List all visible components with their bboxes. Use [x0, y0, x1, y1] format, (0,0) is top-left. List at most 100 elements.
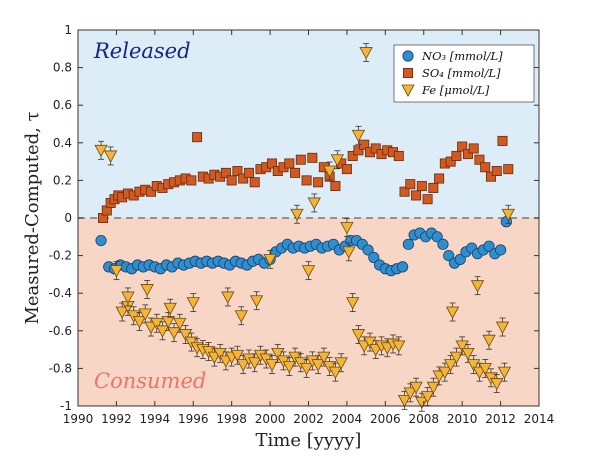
fe-point	[340, 221, 354, 235]
so4-point	[290, 167, 301, 178]
fe-point	[330, 154, 344, 167]
fe-point	[403, 387, 417, 400]
so4-point	[497, 135, 508, 146]
no3-point	[454, 253, 466, 265]
so4-point	[370, 143, 381, 154]
x-tick-label: 2000	[255, 412, 286, 426]
so4-point	[145, 186, 156, 197]
fe-point	[307, 197, 321, 210]
so4-point	[238, 173, 249, 184]
so4-point	[267, 158, 278, 169]
x-tick-label: 1994	[140, 412, 171, 426]
y-tick-label: 1	[64, 23, 72, 37]
fe-point	[397, 394, 412, 408]
y-axis-label: Measured-Computed, τ	[22, 111, 43, 324]
so4-point	[428, 182, 439, 193]
so4-point	[416, 181, 427, 192]
so4-point	[243, 167, 254, 178]
no3-point	[500, 216, 512, 228]
so4-point	[468, 143, 479, 154]
x-tick-label: 2002	[293, 412, 324, 426]
x-tick-label: 2006	[370, 412, 401, 426]
fe-point	[150, 317, 164, 331]
no3-point	[362, 244, 374, 256]
so4-point	[220, 167, 231, 178]
so4-point	[307, 152, 318, 163]
fe-point	[271, 347, 285, 361]
so4-point	[503, 164, 514, 175]
legend-entry: Fe [μmol/L]	[421, 83, 490, 97]
x-tick-label: 2014	[524, 412, 555, 426]
legend-fe-marker	[401, 84, 415, 97]
so4-point	[491, 165, 502, 176]
consumed-label: Consumed	[94, 369, 206, 393]
y-tick-label: 0	[64, 211, 72, 225]
fe-point	[490, 378, 504, 391]
y-tick-label: -0.6	[49, 324, 72, 338]
so4-point	[284, 158, 295, 169]
so4-point	[399, 186, 410, 197]
fe-point	[334, 357, 348, 370]
so4-point	[330, 181, 341, 192]
no3-point	[402, 238, 414, 250]
fe-point	[263, 253, 277, 267]
fe-point	[138, 308, 152, 321]
no3-point	[437, 238, 449, 250]
fe-point	[155, 325, 170, 338]
fe-point	[213, 347, 227, 361]
fe-point	[186, 297, 200, 310]
fe-point	[249, 295, 264, 308]
so4-point	[192, 132, 203, 143]
ticks-layer: 1990 1992 1994 1996 1998 2000 2002 2004 2006 2008…	[49, 23, 555, 426]
fe-point	[482, 334, 496, 348]
so4-point	[226, 175, 237, 186]
legend-box	[393, 44, 535, 103]
fe-point	[351, 329, 366, 342]
so4-point	[295, 154, 306, 165]
no3-point	[443, 250, 455, 262]
fe-point	[322, 165, 337, 178]
x-tick-label: 1992	[101, 412, 132, 426]
fe-point	[94, 144, 108, 158]
fe-point	[359, 47, 373, 60]
fe-point	[173, 317, 187, 331]
fe-point	[140, 284, 154, 297]
so4-point	[232, 165, 243, 176]
so4-point	[480, 162, 491, 173]
no3-point	[494, 244, 507, 256]
y-tick-label: -0.8	[49, 361, 72, 375]
fe-point	[109, 265, 124, 278]
legend-entry: SO₄ [mmol/L]	[422, 66, 501, 80]
legend: NO₃ [mmol/L] SO₄ [mmol/L] Fe [μmol/L]	[393, 44, 535, 103]
x-tick-label: 1990	[63, 412, 94, 426]
y-tick-label: 0.2	[53, 173, 72, 187]
so4-point	[457, 141, 468, 152]
no3-point	[397, 261, 409, 273]
fe-point	[461, 347, 475, 361]
y-tick-label: 0.4	[53, 136, 72, 150]
fe-point-group	[94, 43, 515, 412]
legend-so4-marker	[402, 68, 413, 79]
no3-point	[431, 231, 443, 243]
so4-point	[393, 150, 404, 161]
x-tick-label: 2012	[485, 412, 516, 426]
fe-point	[351, 129, 366, 143]
fe-point	[495, 321, 510, 334]
fe-point	[161, 315, 175, 329]
fe-point	[311, 359, 325, 372]
so4-point	[485, 171, 496, 182]
fe-point	[167, 327, 181, 340]
so4-point	[347, 150, 358, 161]
no3-point	[95, 234, 107, 247]
fe-point	[132, 315, 147, 329]
fe-point	[445, 306, 460, 319]
x-tick-label: 2008	[408, 412, 439, 426]
so4-point	[434, 173, 445, 184]
so4-point	[186, 175, 197, 186]
legend-no3-marker	[402, 50, 414, 62]
fe-point	[501, 208, 515, 222]
so4-point	[445, 156, 456, 167]
fe-point	[103, 150, 118, 163]
fe-point	[392, 340, 406, 353]
